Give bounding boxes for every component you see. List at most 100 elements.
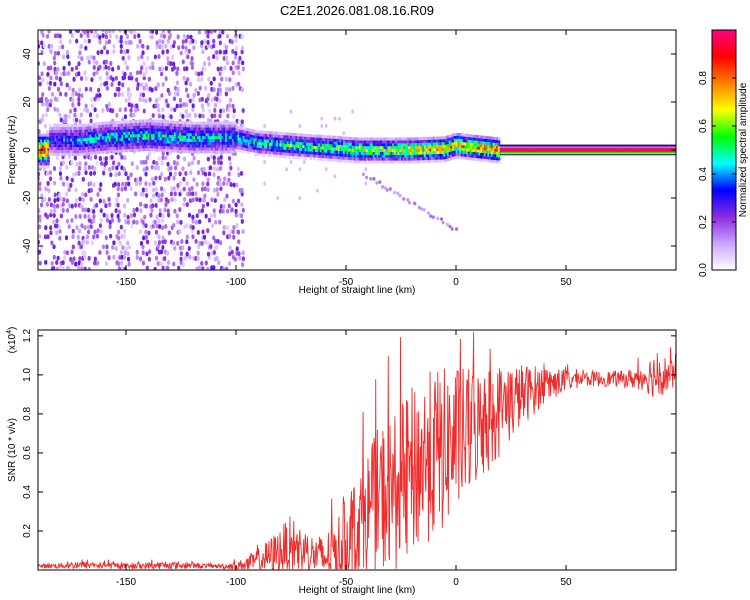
noise-cell bbox=[55, 266, 59, 270]
noise-cell bbox=[108, 202, 112, 208]
noise-cell bbox=[154, 229, 159, 235]
noise-cell bbox=[168, 32, 173, 38]
streak-cell bbox=[441, 220, 445, 225]
noise-cell bbox=[225, 45, 229, 50]
snr-panel: -150 -100 -50 0 50 0.2 0.4 0.6 0.8 1.0 1.2 Height … bbox=[6, 327, 677, 596]
noise-cell bbox=[126, 87, 131, 92]
noise-cell bbox=[48, 80, 53, 86]
noise-cell bbox=[38, 233, 42, 239]
noise-cell bbox=[95, 202, 99, 208]
noise-cell bbox=[59, 196, 63, 202]
noise-cell bbox=[117, 92, 121, 98]
snr-line bbox=[38, 331, 676, 570]
noise-cell bbox=[86, 229, 91, 235]
noise-cell bbox=[64, 114, 68, 119]
noise-cell bbox=[155, 40, 159, 46]
noise-cell bbox=[160, 44, 164, 50]
noise-cell bbox=[142, 108, 146, 114]
noise-cell bbox=[212, 166, 216, 172]
ridge-cell bbox=[48, 123, 52, 128]
noise-cell bbox=[59, 117, 63, 123]
noise-cell bbox=[64, 235, 69, 241]
noise-cell bbox=[175, 213, 179, 219]
noise-cell bbox=[184, 109, 188, 114]
noise-cell bbox=[164, 224, 168, 229]
noise-cell bbox=[175, 103, 179, 109]
noise-cell bbox=[40, 49, 44, 55]
noise-cell bbox=[201, 113, 205, 119]
noise-cell bbox=[157, 113, 162, 119]
noise-cell bbox=[155, 161, 159, 166]
noise-cell bbox=[130, 103, 134, 109]
noise-cell bbox=[38, 249, 42, 255]
noise-cell bbox=[200, 103, 204, 109]
noise-cell bbox=[52, 213, 56, 218]
noise-cell bbox=[78, 50, 82, 56]
noise-cell bbox=[116, 213, 120, 219]
noise-cell bbox=[136, 177, 140, 183]
noise-cell bbox=[216, 191, 220, 197]
noise-cell bbox=[123, 49, 127, 55]
noise-cell bbox=[113, 181, 117, 187]
noise-cell bbox=[228, 77, 232, 83]
noise-cell bbox=[38, 129, 41, 134]
noise-cell bbox=[52, 55, 56, 61]
noise-cell bbox=[98, 223, 102, 229]
noise-cell bbox=[45, 202, 49, 207]
noise-cell bbox=[92, 218, 96, 224]
noise-cell bbox=[83, 70, 87, 76]
noise-cell bbox=[72, 172, 76, 177]
noise-cell bbox=[67, 224, 71, 230]
streak-cell bbox=[388, 187, 392, 191]
noise-cell bbox=[228, 97, 233, 103]
noise-cell bbox=[241, 250, 245, 256]
spectrogram-ylabel: Frequency (Hz) bbox=[7, 116, 18, 185]
noise-cell bbox=[298, 124, 302, 128]
noise-cell bbox=[53, 192, 57, 198]
noise-cell bbox=[77, 165, 82, 171]
noise-cell bbox=[155, 30, 159, 35]
streak-cell bbox=[375, 181, 379, 185]
noise-cell bbox=[169, 191, 174, 197]
noise-cell bbox=[176, 91, 180, 97]
noise-cell bbox=[92, 65, 96, 70]
noise-cell bbox=[82, 250, 87, 256]
noise-cell bbox=[161, 82, 165, 87]
noise-cell bbox=[107, 39, 111, 45]
noise-cell bbox=[65, 82, 69, 88]
noise-cell bbox=[119, 38, 123, 44]
noise-cell bbox=[105, 80, 109, 86]
noise-cell bbox=[191, 234, 195, 240]
noise-cell bbox=[217, 260, 221, 266]
noise-cell bbox=[240, 191, 244, 197]
noise-cell bbox=[198, 197, 202, 203]
noise-cell bbox=[166, 39, 170, 44]
noise-cell bbox=[86, 30, 90, 34]
noise-cell bbox=[132, 219, 136, 225]
noise-cell bbox=[126, 91, 130, 97]
streak-cell bbox=[440, 217, 444, 221]
noise-cell bbox=[127, 55, 131, 61]
noise-cell bbox=[225, 55, 229, 61]
noise-cell bbox=[138, 229, 142, 234]
noise-cell bbox=[139, 159, 143, 165]
noise-cell bbox=[68, 203, 72, 209]
noise-cell bbox=[55, 230, 59, 236]
noise-cell bbox=[166, 103, 170, 109]
noise-cell bbox=[216, 160, 221, 165]
noise-cell bbox=[182, 33, 186, 39]
noise-cell bbox=[52, 266, 56, 270]
noise-cell bbox=[61, 181, 66, 187]
noise-cell bbox=[181, 39, 185, 45]
noise-cell bbox=[141, 187, 146, 193]
noise-cell bbox=[173, 246, 177, 251]
noise-cell bbox=[108, 224, 112, 230]
noise-cell bbox=[222, 204, 226, 209]
noise-cell bbox=[59, 175, 63, 181]
noise-cell bbox=[154, 203, 158, 208]
noise-cell bbox=[123, 186, 128, 191]
noise-cell bbox=[225, 60, 230, 66]
noise-cell bbox=[133, 34, 137, 39]
ridge-cell bbox=[47, 156, 50, 160]
noise-cell bbox=[164, 76, 168, 82]
